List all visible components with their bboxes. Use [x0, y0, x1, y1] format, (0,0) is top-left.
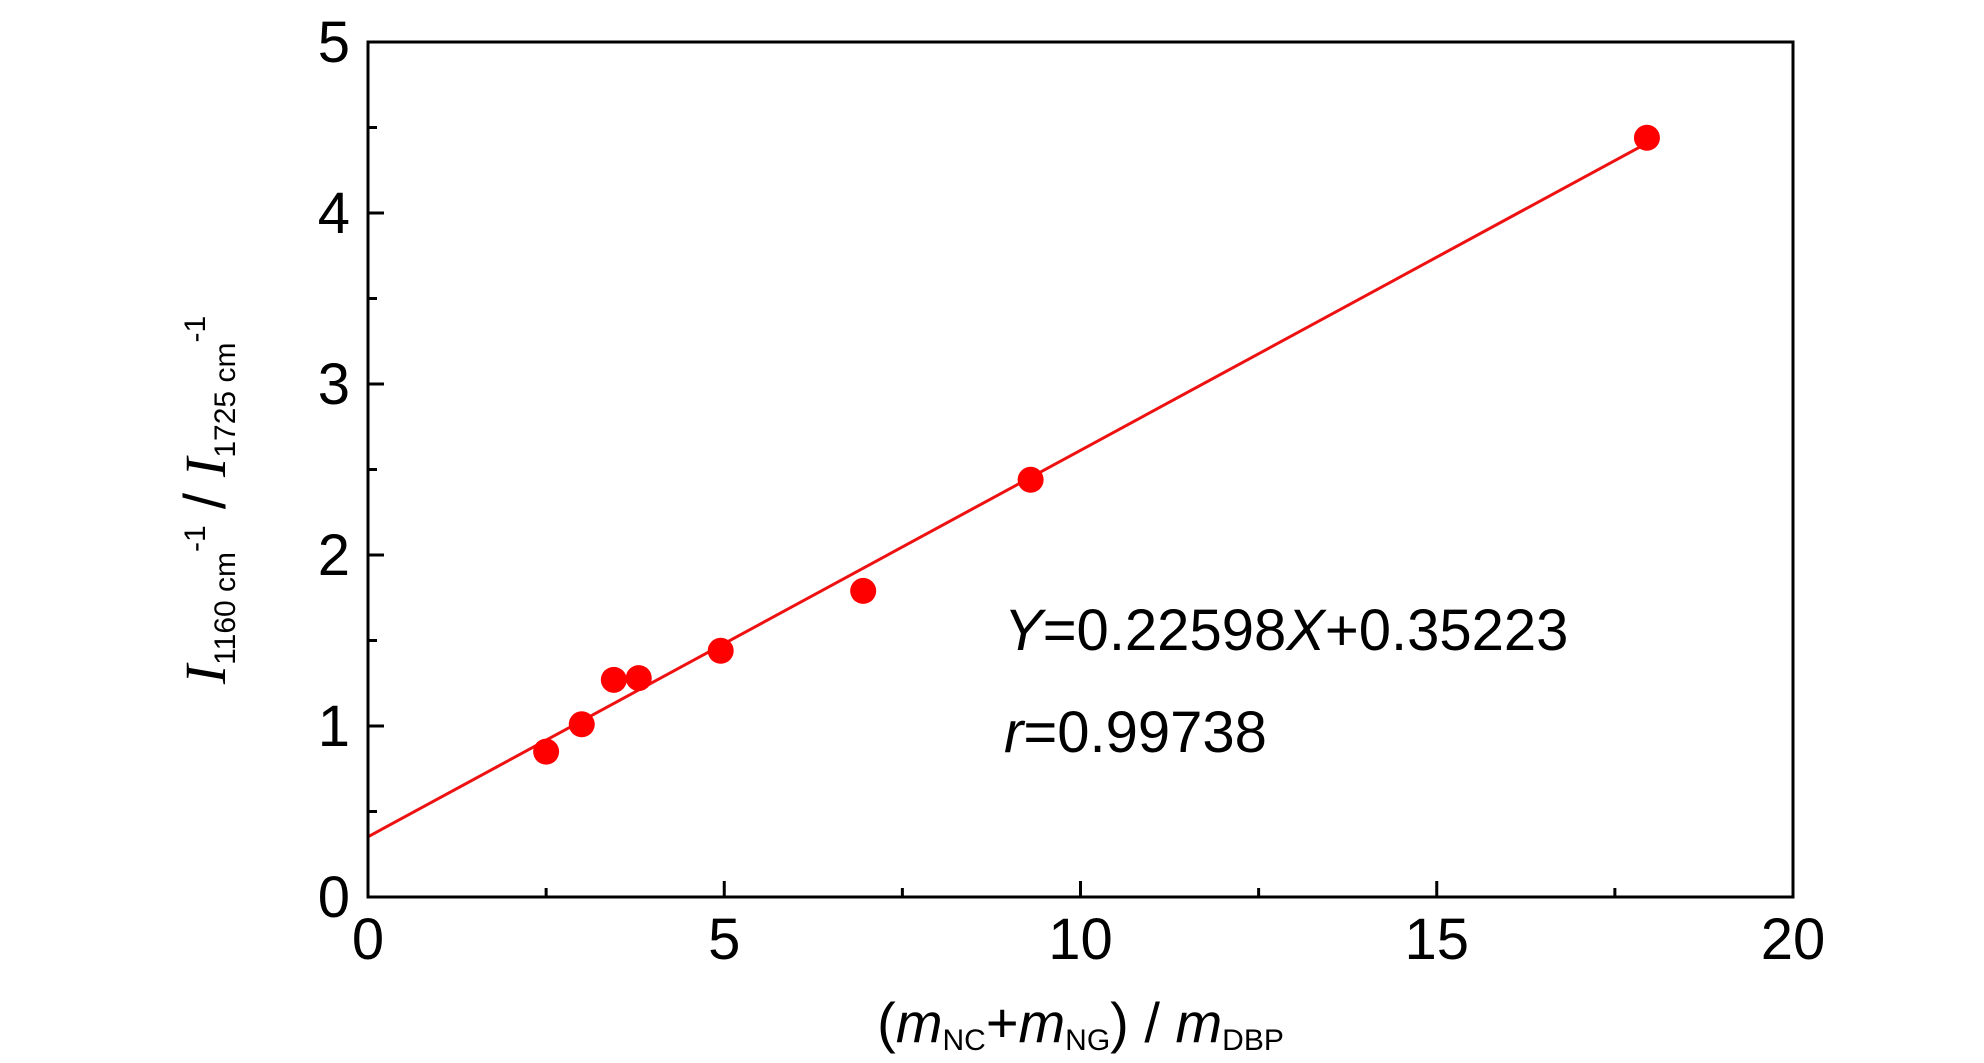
- y-label-sub2: 1725 cm: [209, 343, 242, 458]
- x-label-plus: +: [986, 991, 1019, 1054]
- y-label-sup1: -1: [179, 525, 212, 552]
- r-symbol: r: [1004, 700, 1026, 765]
- x-label-open: (: [877, 991, 896, 1054]
- y-tick-label: 5: [318, 10, 350, 75]
- data-point: [568, 711, 595, 738]
- ticks-layer: 0 5 10 15 20 0 1 2 3 4 5: [318, 10, 1826, 972]
- fit-equation: Y=0.22598X+0.35223: [1004, 598, 1568, 663]
- x-tick-label: 5: [708, 907, 740, 972]
- plot-frame: [366, 40, 1795, 899]
- y-tick-label: 1: [318, 694, 350, 759]
- data-point: [1017, 466, 1044, 493]
- x-axis-label: (mNC+mNG) / mDBP: [877, 991, 1284, 1057]
- x-label-m3: m: [1176, 991, 1223, 1054]
- x-tick-label: 10: [1048, 907, 1113, 972]
- points-layer: [533, 124, 1660, 765]
- y-label-sub1: 1160 cm: [209, 552, 242, 665]
- x-label-post: ) /: [1110, 991, 1175, 1054]
- eq-intercept: +0.35223: [1325, 598, 1569, 663]
- data-point: [625, 665, 652, 692]
- correlation-text: r=0.99738: [1004, 700, 1267, 765]
- y-tick-label: 2: [318, 523, 350, 588]
- r-value: =0.99738: [1023, 700, 1267, 765]
- data-point: [850, 577, 877, 604]
- y-label-i2: I: [173, 455, 238, 478]
- x-label-sub1: NC: [942, 1024, 985, 1057]
- y-label-i1: I: [173, 662, 238, 685]
- eq-y-symbol: Y: [1004, 598, 1047, 663]
- x-label-sub3: DBP: [1222, 1024, 1284, 1057]
- data-point: [1633, 124, 1660, 151]
- data-point: [600, 666, 627, 693]
- y-tick-label: 3: [318, 352, 350, 417]
- y-label-slash: /: [173, 477, 238, 525]
- data-point: [533, 738, 560, 765]
- x-tick-label: 20: [1761, 907, 1826, 972]
- x-tick-label: 0: [352, 907, 384, 972]
- x-label-sub2: NG: [1065, 1024, 1110, 1057]
- y-tick-label: 0: [318, 865, 350, 930]
- eq-x-symbol: X: [1284, 598, 1327, 663]
- y-axis-label: I1160 cm-1 / I1725 cm-1: [173, 316, 242, 685]
- eq-slope: =0.22598: [1043, 598, 1287, 663]
- x-label-m1: m: [896, 991, 943, 1054]
- x-tick-label: 15: [1404, 907, 1469, 972]
- y-tick-label: 4: [318, 181, 350, 246]
- data-point: [707, 637, 734, 664]
- y-label-sup2: -1: [179, 316, 212, 343]
- x-label-m2: m: [1019, 991, 1066, 1054]
